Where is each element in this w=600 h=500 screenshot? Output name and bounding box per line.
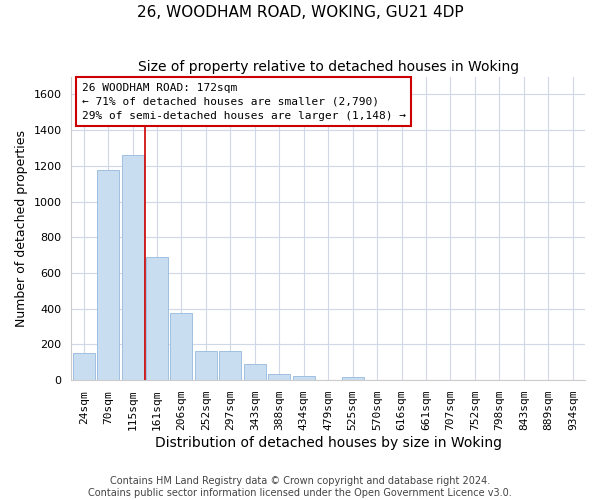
Bar (146, 257, 168, 380)
Y-axis label: Number of detached properties: Number of detached properties (15, 130, 28, 327)
Bar (170, 313, 193, 380)
Text: 26 WOODHAM ROAD: 172sqm
← 71% of detached houses are smaller (2,790)
29% of semi: 26 WOODHAM ROAD: 172sqm ← 71% of detache… (82, 82, 406, 120)
Title: Size of property relative to detached houses in Woking: Size of property relative to detached ho… (137, 60, 519, 74)
Bar (220, 350, 241, 380)
Bar (195, 350, 217, 380)
Bar (268, 374, 290, 380)
Bar (293, 376, 315, 380)
Bar (122, 155, 143, 380)
Text: Contains HM Land Registry data © Crown copyright and database right 2024.
Contai: Contains HM Land Registry data © Crown c… (88, 476, 512, 498)
X-axis label: Distribution of detached houses by size in Woking: Distribution of detached houses by size … (155, 436, 502, 450)
Bar (73, 354, 95, 380)
Bar (244, 364, 266, 380)
Bar (97, 170, 119, 380)
Bar (341, 377, 364, 380)
Text: 26, WOODHAM ROAD, WOKING, GU21 4DP: 26, WOODHAM ROAD, WOKING, GU21 4DP (137, 5, 463, 20)
